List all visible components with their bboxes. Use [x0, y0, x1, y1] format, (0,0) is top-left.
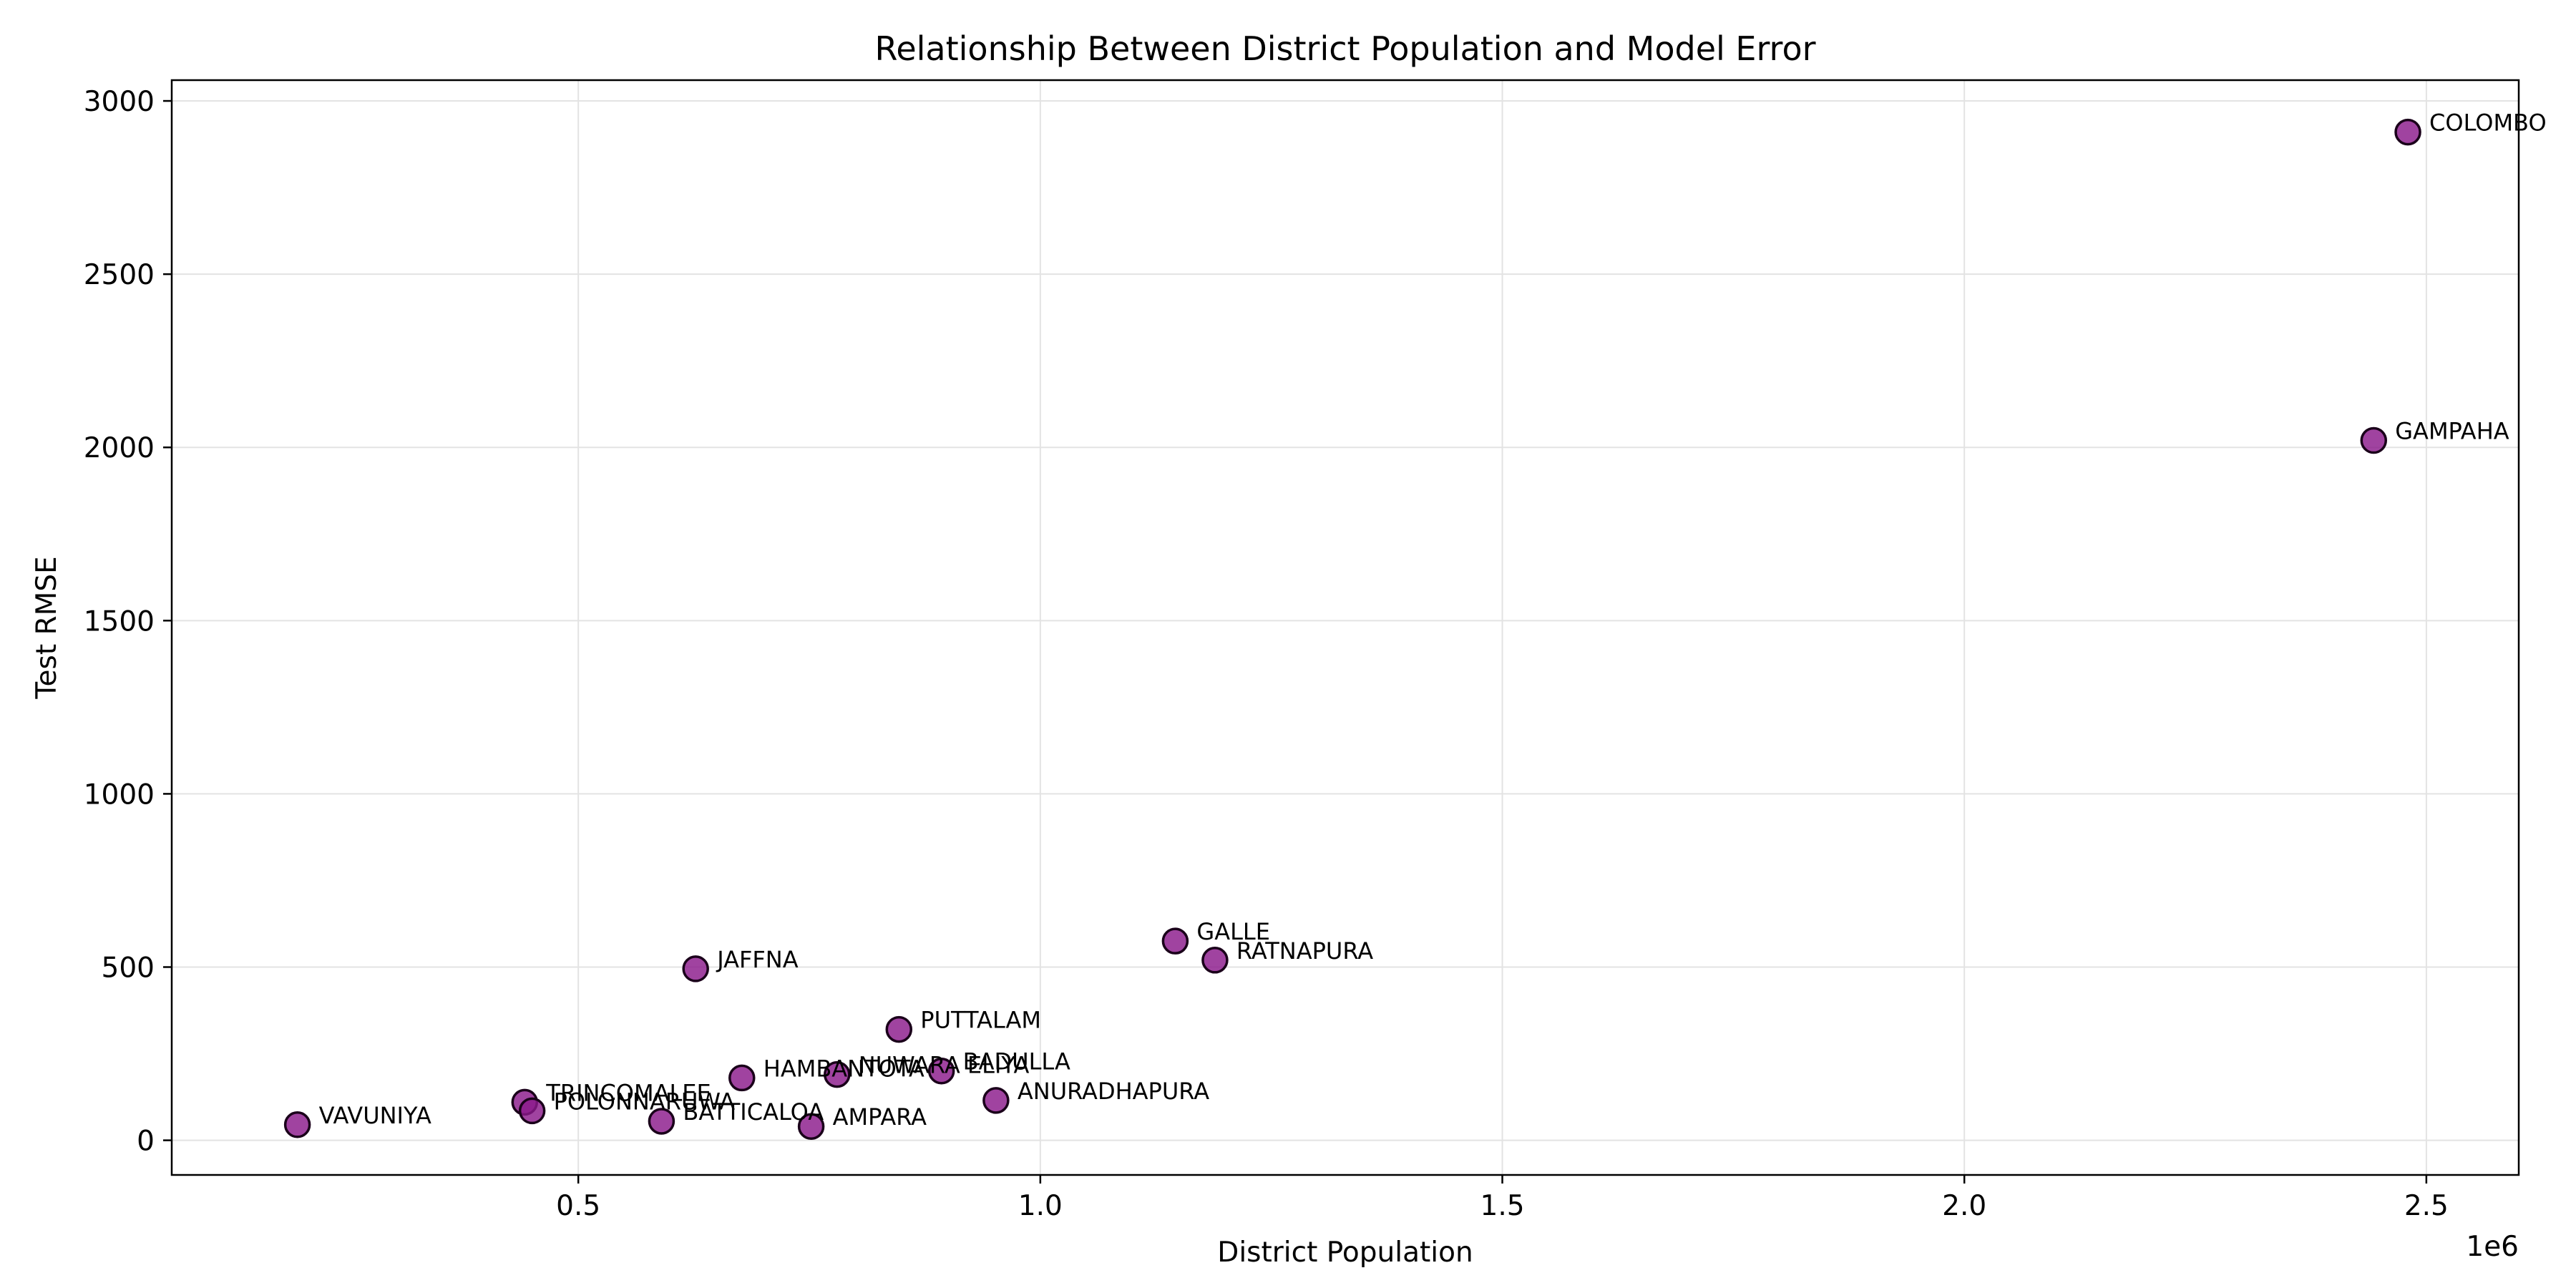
x-tick-label: 0.5: [556, 1190, 600, 1222]
y-tick-label: 1000: [84, 779, 155, 811]
point-label: POLONNARUWA: [554, 1088, 736, 1115]
data-point: [682, 955, 709, 982]
y-tick-label: 2500: [84, 259, 155, 291]
y-axis-label: Test RMSE: [31, 556, 63, 699]
data-point: [2360, 426, 2388, 454]
y-tick-label: 2000: [84, 432, 155, 464]
point-label: GAMPAHA: [2395, 418, 2509, 445]
point-label: JAFFNA: [716, 946, 799, 973]
data-point: [648, 1108, 675, 1135]
point-label: COLOMBO: [2429, 109, 2547, 137]
point-label: HAMBANTOTA: [763, 1055, 924, 1082]
x-tick-label: 2.5: [2404, 1190, 2449, 1222]
data-point: [518, 1097, 546, 1125]
y-tick-label: 3000: [84, 86, 155, 118]
data-point: [2394, 118, 2421, 146]
point-label: NUWARA ELIYA: [859, 1052, 1030, 1079]
y-tick-label: 1500: [84, 605, 155, 638]
point-label: BADULLA: [963, 1048, 1070, 1075]
point-label: GALLE: [1196, 918, 1270, 945]
grid-lines: [172, 80, 2519, 1175]
plot-frame: [170, 79, 2520, 1176]
data-point: [885, 1015, 913, 1043]
y-tick-label: 500: [102, 952, 155, 984]
data-points: [283, 118, 2421, 1140]
point-label: RATNAPURA: [1236, 937, 1373, 965]
data-point: [927, 1057, 955, 1085]
x-axis-offset-label: 1e6: [2466, 1231, 2519, 1263]
data-point: [283, 1111, 311, 1138]
point-label: PUTTALAM: [920, 1007, 1041, 1034]
point-label: ANURADHAPURA: [1018, 1078, 1209, 1105]
x-axis-label: District Population: [1217, 1236, 1473, 1269]
x-tick-label: 1.0: [1018, 1190, 1063, 1222]
axis-ticks: 0.5 1.0 1.5 2.0 2.5 0 500 1000 1500 2000 2500 3000: [84, 86, 2449, 1222]
point-label: TRINCOMALEE: [545, 1079, 711, 1106]
x-tick-label: 2.0: [1942, 1190, 1986, 1222]
x-tick-label: 1.5: [1480, 1190, 1525, 1222]
data-point: [728, 1064, 756, 1092]
point-label: VAVUNIYA: [319, 1102, 431, 1129]
y-tick-label: 0: [137, 1126, 155, 1158]
point-label: BATTICALOA: [683, 1098, 824, 1126]
chart-title: Relationship Between District Population…: [874, 29, 1815, 68]
data-point: [982, 1087, 1010, 1114]
data-point: [1201, 947, 1229, 974]
data-point: [824, 1060, 851, 1088]
data-point: [797, 1113, 825, 1140]
data-point: [1161, 927, 1189, 955]
point-label: AMPARA: [833, 1103, 927, 1131]
